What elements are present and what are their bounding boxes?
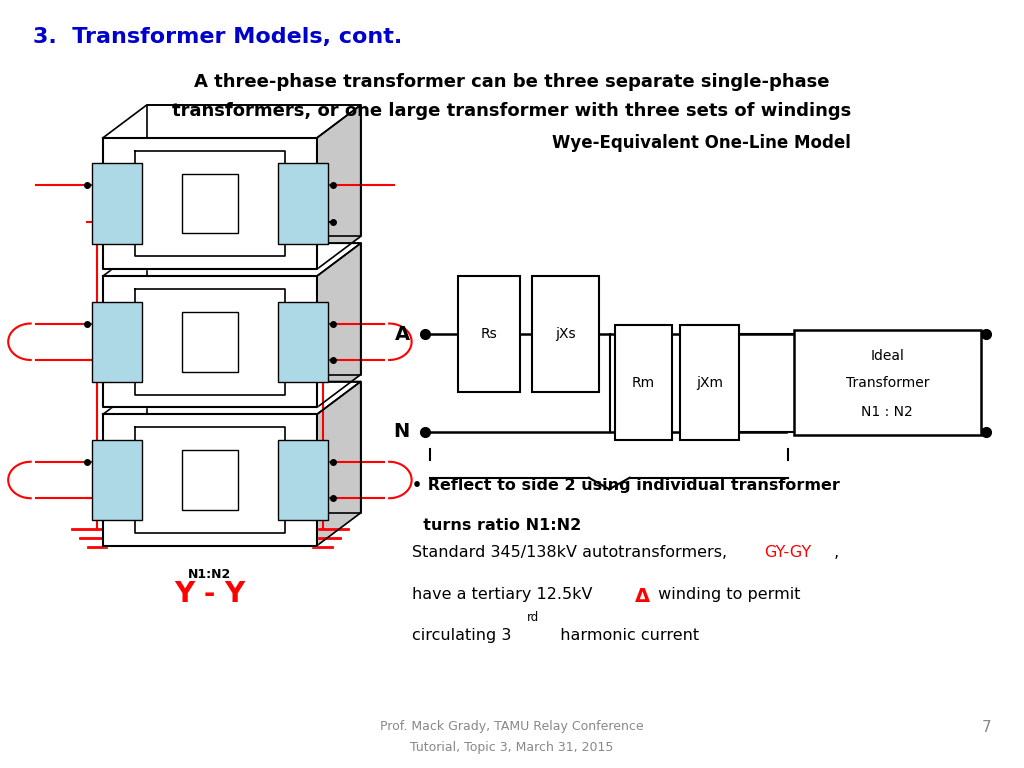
Text: winding to permit: winding to permit — [653, 587, 801, 602]
FancyBboxPatch shape — [615, 326, 672, 441]
Text: Transformer: Transformer — [846, 376, 929, 390]
Text: circulating 3: circulating 3 — [412, 628, 511, 644]
FancyBboxPatch shape — [92, 440, 142, 520]
Text: turns ratio N1:N2: turns ratio N1:N2 — [412, 518, 581, 533]
FancyBboxPatch shape — [92, 302, 142, 382]
Text: 7: 7 — [982, 720, 991, 736]
Polygon shape — [102, 243, 360, 276]
Text: Rs: Rs — [480, 327, 498, 341]
Text: N1:N2: N1:N2 — [188, 568, 231, 581]
Polygon shape — [317, 382, 360, 545]
Text: A three-phase transformer can be three separate single-phase: A three-phase transformer can be three s… — [195, 73, 829, 91]
Text: 3.  Transformer Models, cont.: 3. Transformer Models, cont. — [33, 27, 402, 47]
Polygon shape — [102, 276, 317, 407]
Polygon shape — [146, 382, 360, 513]
Polygon shape — [102, 138, 317, 270]
Text: N: N — [393, 422, 410, 441]
FancyBboxPatch shape — [458, 276, 520, 392]
Text: N1 : N2: N1 : N2 — [861, 405, 913, 419]
FancyBboxPatch shape — [181, 450, 239, 510]
Text: Tutorial, Topic 3, March 31, 2015: Tutorial, Topic 3, March 31, 2015 — [411, 741, 613, 754]
Text: transformers, or one large transformer with three sets of windings: transformers, or one large transformer w… — [172, 102, 852, 120]
Text: Prof. Mack Grady, TAMU Relay Conference: Prof. Mack Grady, TAMU Relay Conference — [380, 720, 644, 733]
Polygon shape — [102, 105, 360, 138]
Text: Rm: Rm — [632, 376, 655, 390]
Text: Wye-Equivalent One-Line Model: Wye-Equivalent One-Line Model — [552, 134, 851, 152]
Text: jXm: jXm — [696, 376, 723, 390]
Text: have a tertiary 12.5kV: have a tertiary 12.5kV — [412, 587, 597, 602]
Polygon shape — [146, 243, 360, 375]
Text: GY-GY: GY-GY — [764, 545, 811, 561]
Polygon shape — [146, 105, 360, 237]
Text: ,: , — [829, 545, 840, 561]
Polygon shape — [102, 382, 360, 415]
Polygon shape — [317, 105, 360, 270]
Text: Δ: Δ — [635, 587, 650, 606]
FancyBboxPatch shape — [278, 164, 328, 243]
Text: jXs: jXs — [555, 327, 577, 341]
FancyBboxPatch shape — [92, 164, 142, 243]
FancyBboxPatch shape — [181, 312, 239, 372]
Text: Y - Y: Y - Y — [174, 580, 246, 607]
Text: harmonic current: harmonic current — [550, 628, 699, 644]
Polygon shape — [102, 415, 317, 545]
Text: Ideal: Ideal — [870, 349, 904, 363]
Text: A: A — [394, 325, 410, 343]
Polygon shape — [317, 243, 360, 407]
Text: rd: rd — [527, 611, 540, 624]
Text: Standard 345/138kV autotransformers,: Standard 345/138kV autotransformers, — [412, 545, 727, 561]
FancyBboxPatch shape — [794, 330, 981, 435]
FancyBboxPatch shape — [532, 276, 599, 392]
FancyBboxPatch shape — [278, 440, 328, 520]
Text: • Reflect to side 2 using individual transformer: • Reflect to side 2 using individual tra… — [412, 478, 840, 493]
FancyBboxPatch shape — [278, 302, 328, 382]
Text: N1:N2: N1:N2 — [188, 430, 231, 442]
FancyBboxPatch shape — [680, 326, 739, 441]
FancyBboxPatch shape — [181, 174, 239, 233]
Text: N1:N2: N1:N2 — [188, 292, 231, 304]
